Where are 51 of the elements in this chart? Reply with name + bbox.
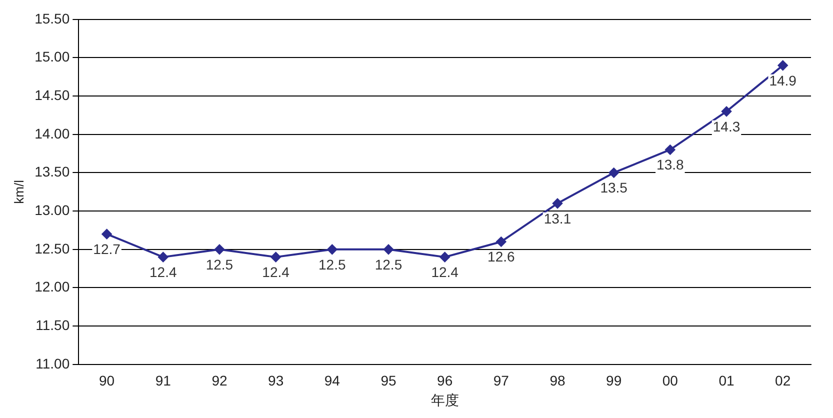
point [608,168,619,178]
x-tick-label: 92 [212,372,228,389]
data-label: 12.7 [93,240,121,257]
x-tick-label: 91 [155,372,172,389]
y-tick-label: 14.50 [34,86,70,103]
point [214,244,224,254]
y-tick-label: 12.00 [34,278,70,295]
x-tick-label: 99 [606,372,622,389]
x-tick-label: 98 [550,372,566,389]
y-tick-label: 13.00 [34,202,70,218]
data-label: 14.9 [769,72,797,88]
point [158,252,168,262]
x-tick-label: 97 [493,372,510,389]
data-label: 13.5 [600,180,628,196]
point [383,244,394,254]
data-label: 13.1 [544,210,572,226]
point [721,106,732,116]
x-tick-label: 96 [437,372,453,389]
point [270,252,281,262]
x-tick-label: 00 [662,372,678,389]
data-label: 14.3 [712,118,740,134]
x-tick-label: 94 [324,372,340,389]
x-tick-label: 95 [380,372,396,389]
data-label: 12.5 [206,256,234,272]
x-tick-label: 01 [718,372,734,389]
x-axis-title: 年度 [430,393,459,410]
data-label: 13.8 [656,156,684,173]
data-label: 12.5 [318,256,346,272]
y-tick-label: 12.50 [34,240,70,256]
y-tick-label: 11.00 [36,355,70,372]
data-label: 12.6 [488,248,515,265]
x-tick-label: 02 [775,372,791,389]
point [778,60,788,70]
x-tick-label: 93 [268,372,284,389]
y-tick-label: 14.00 [34,125,70,142]
y-tick-label: 15.00 [34,48,70,65]
point [665,144,676,155]
data-label: 12.4 [150,264,177,280]
y-tick-label: 13.50 [34,164,70,180]
y-tick-label: 11.50 [36,316,70,333]
point [552,198,562,208]
x-tick-label: 90 [99,372,115,389]
data-label: 12.4 [431,264,459,280]
y-axis-title: km/l [11,180,26,204]
point [496,236,506,247]
point [440,252,450,262]
point [102,229,112,240]
data-label: 12.4 [262,264,290,280]
point [327,244,338,254]
data-label: 12.5 [374,256,402,272]
y-tick-label: 15.50 [34,10,70,26]
